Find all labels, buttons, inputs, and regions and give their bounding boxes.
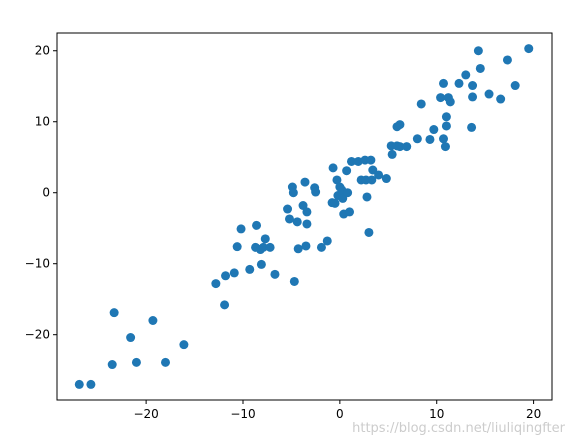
- point: [300, 177, 310, 187]
- point: [524, 44, 534, 54]
- point: [220, 300, 230, 310]
- x-tick-label: 10: [429, 407, 444, 421]
- point: [381, 174, 391, 184]
- y-tick-label: 0: [42, 186, 50, 200]
- point: [322, 236, 332, 246]
- point: [301, 241, 311, 251]
- point: [366, 155, 376, 165]
- point: [345, 207, 355, 217]
- point: [258, 242, 268, 252]
- x-tick-label: −20: [133, 407, 158, 421]
- point: [302, 207, 312, 217]
- point: [367, 175, 377, 185]
- x-tick-label: 20: [526, 407, 541, 421]
- point: [109, 308, 119, 318]
- point: [260, 234, 270, 244]
- point: [236, 224, 246, 234]
- y-tick-label: −10: [25, 257, 50, 271]
- point: [284, 214, 294, 224]
- point: [395, 142, 405, 152]
- point: [441, 121, 451, 131]
- x-tick-label: 0: [336, 407, 344, 421]
- point: [316, 242, 326, 252]
- point: [439, 134, 449, 144]
- point: [332, 175, 342, 185]
- point: [74, 379, 84, 389]
- point: [346, 156, 356, 166]
- point: [292, 217, 302, 227]
- point: [454, 78, 464, 88]
- point: [288, 188, 298, 198]
- point: [302, 219, 312, 229]
- point: [126, 333, 136, 343]
- y-tick-label: −20: [25, 328, 50, 342]
- point: [328, 163, 338, 173]
- watermark: https://blog.csdn.net/liuliqingfter: [352, 421, 566, 436]
- point: [416, 99, 426, 109]
- point: [342, 166, 352, 176]
- x-tick-label: −10: [230, 407, 255, 421]
- y-tick-label: 10: [35, 115, 50, 129]
- point: [107, 360, 117, 370]
- point: [473, 46, 483, 56]
- point: [148, 315, 158, 325]
- point: [467, 122, 477, 132]
- point: [211, 279, 221, 289]
- point: [440, 142, 450, 152]
- point: [265, 242, 275, 252]
- point: [330, 198, 340, 208]
- point: [468, 81, 478, 91]
- point: [468, 92, 478, 102]
- point: [439, 78, 449, 88]
- point: [343, 188, 353, 198]
- point: [364, 227, 374, 237]
- point: [252, 220, 262, 230]
- point: [86, 379, 96, 389]
- point: [283, 204, 293, 214]
- point: [412, 134, 422, 144]
- point: [484, 89, 494, 99]
- point: [402, 142, 412, 152]
- point: [496, 94, 506, 104]
- y-tick-label: 20: [35, 44, 50, 58]
- point: [229, 268, 239, 278]
- point: [436, 93, 446, 103]
- point: [374, 170, 384, 180]
- point: [510, 81, 520, 91]
- point: [475, 63, 485, 73]
- point: [221, 271, 231, 281]
- point: [362, 192, 372, 202]
- point: [311, 187, 321, 197]
- point: [293, 244, 303, 254]
- point: [425, 134, 435, 144]
- point: [289, 276, 299, 286]
- point: [232, 242, 242, 252]
- point: [502, 55, 512, 65]
- point: [131, 357, 141, 367]
- point: [445, 97, 455, 107]
- point: [179, 340, 189, 350]
- point: [429, 125, 439, 135]
- point: [270, 269, 280, 279]
- point: [256, 259, 266, 269]
- point: [461, 70, 471, 80]
- point: [387, 149, 397, 159]
- point: [245, 264, 255, 274]
- point: [395, 120, 405, 130]
- point: [441, 112, 451, 122]
- point: [160, 357, 170, 367]
- plot-frame: [56, 32, 553, 401]
- point: [353, 156, 363, 166]
